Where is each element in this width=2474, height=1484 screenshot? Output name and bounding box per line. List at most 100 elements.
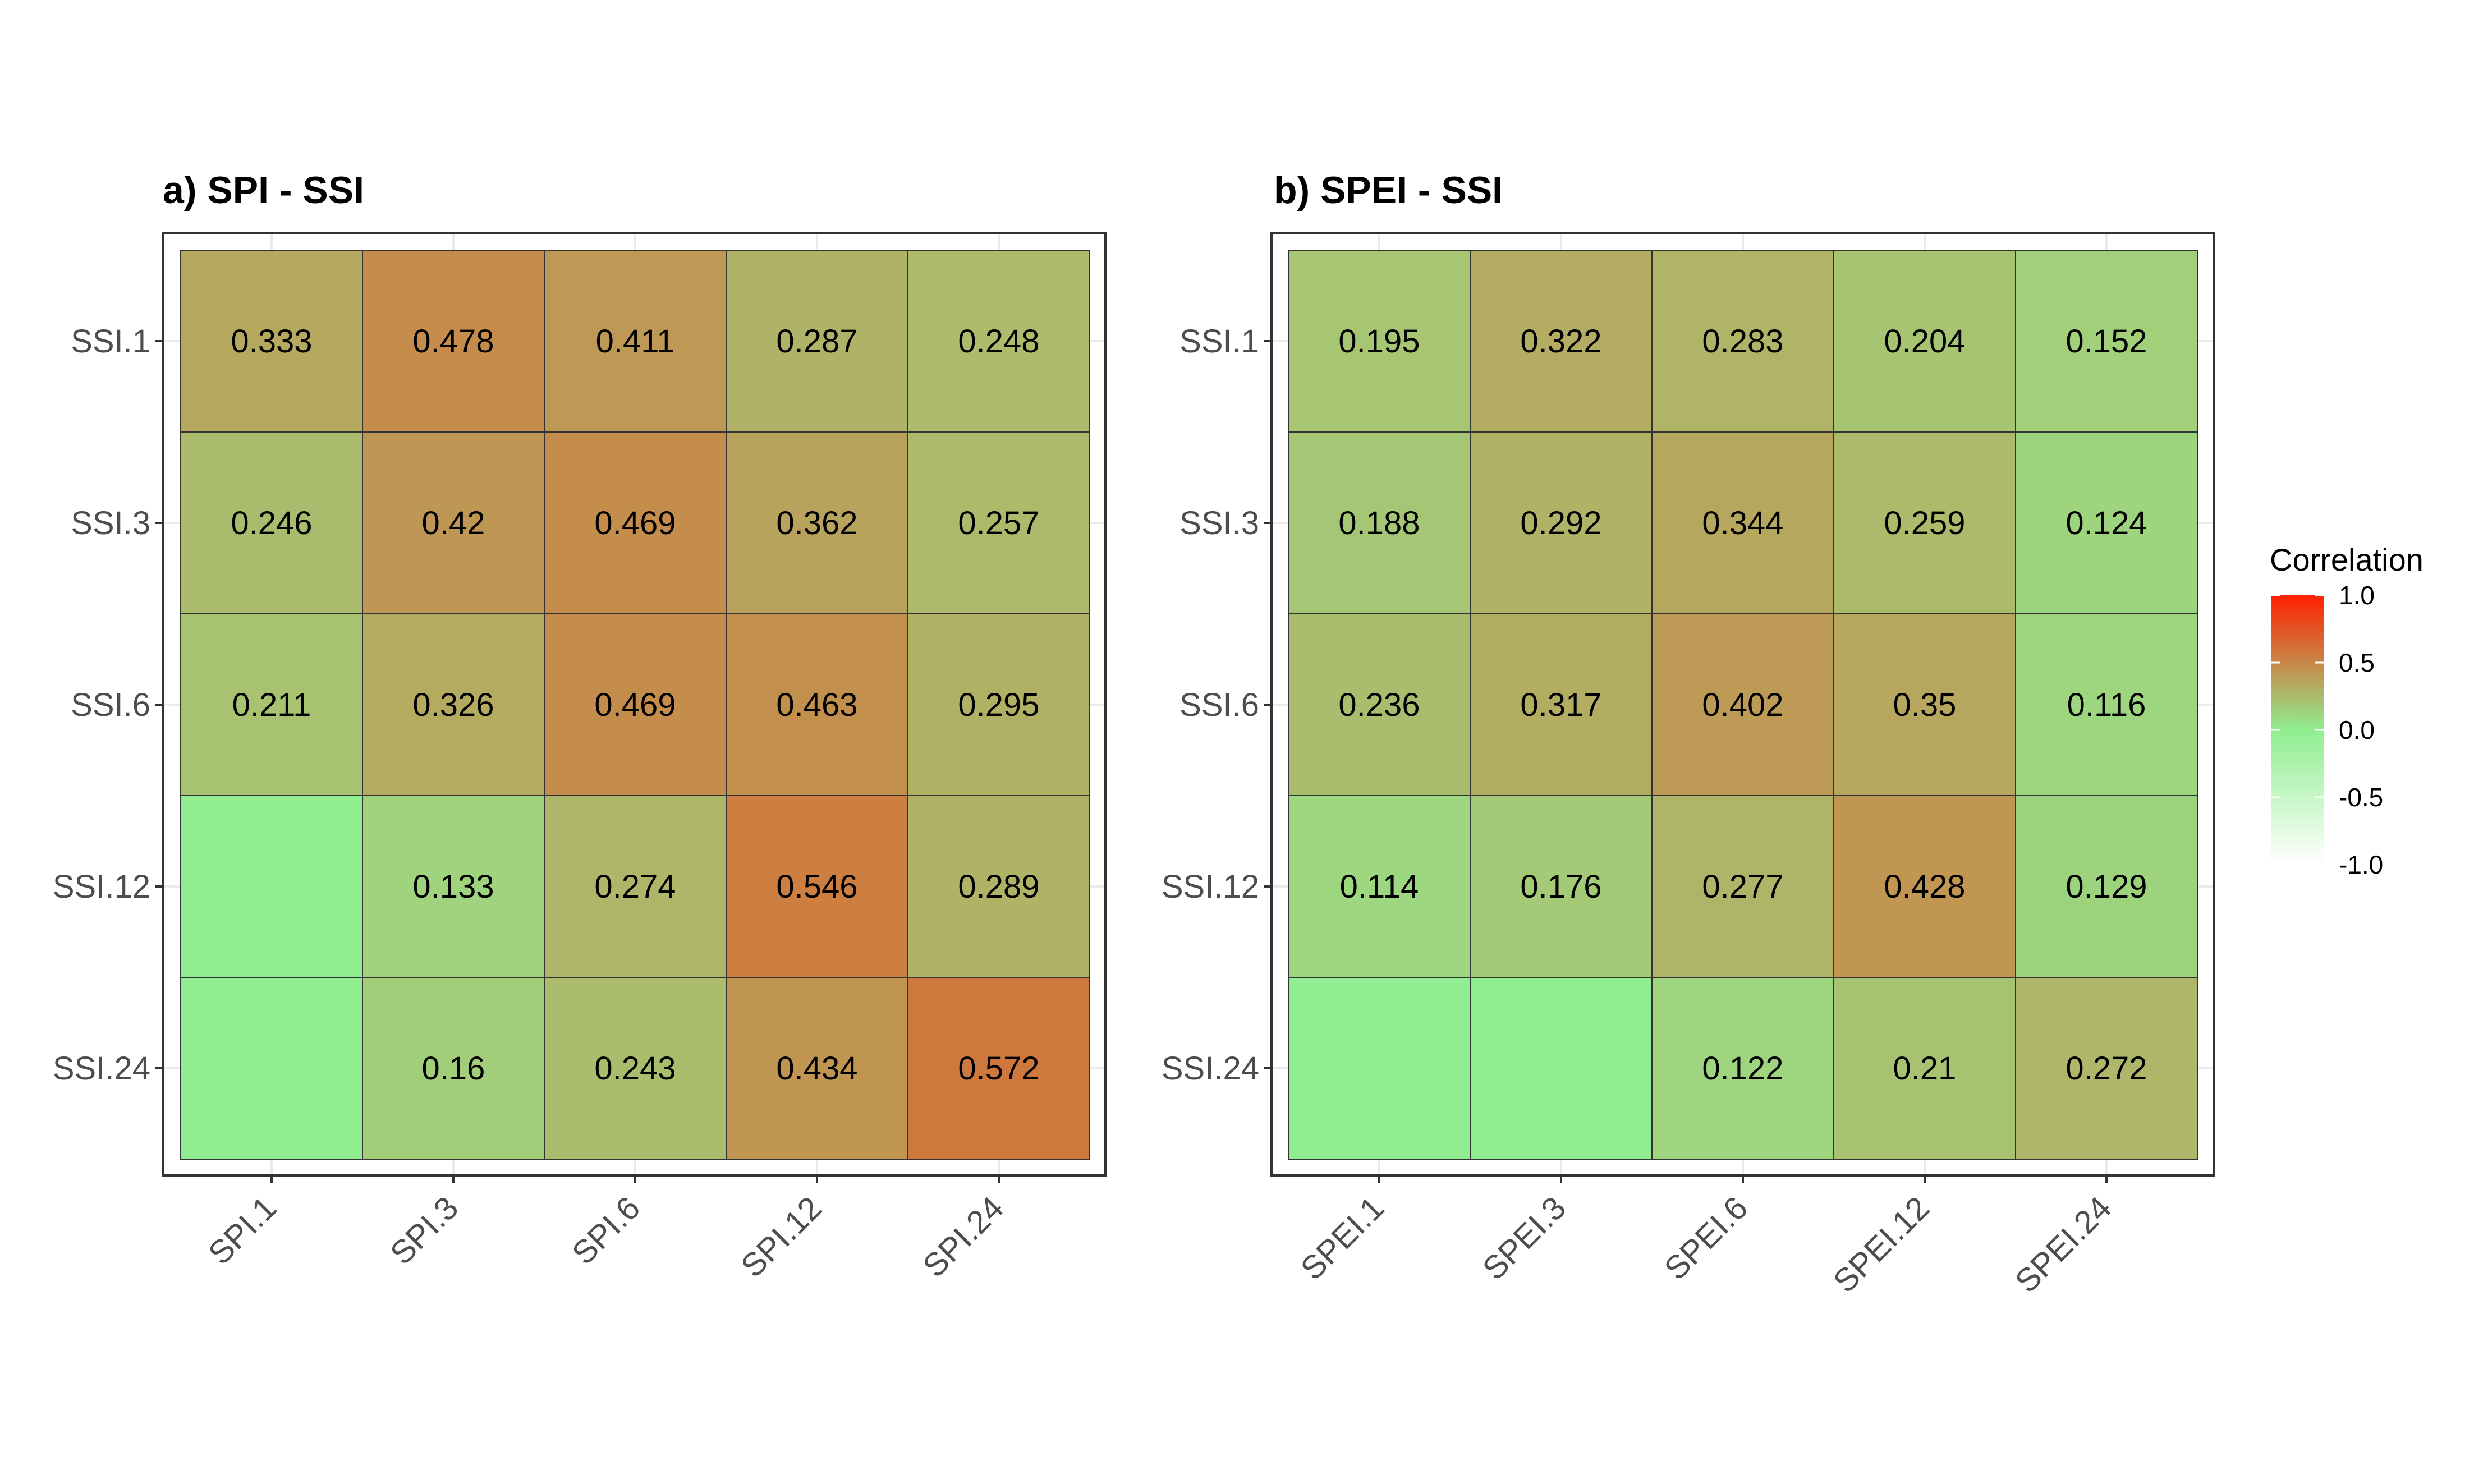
heatmap-tile	[180, 613, 363, 796]
heatmap-tile	[2015, 431, 2198, 614]
heatmap-tile	[1288, 795, 1471, 978]
tile-value-label: 0.434	[776, 1050, 857, 1087]
heatmap-tile	[362, 795, 545, 978]
heatmap-tile	[1288, 431, 1471, 614]
x-tick-label: SPEI.24	[2008, 1189, 2118, 1299]
heatmap-tile	[1833, 613, 2016, 796]
tile-value-label: 0.204	[1884, 323, 1965, 360]
heatmap-tile	[1288, 977, 1471, 1160]
tile-value-label: 0.322	[1520, 323, 1601, 360]
heatmap-tile	[2015, 977, 2198, 1160]
heatmap-tile	[726, 795, 908, 978]
y-tick-label: SSI.3	[1179, 505, 1259, 541]
tile-value-label: 0.277	[1702, 869, 1783, 905]
panel-b-tiles: 0.195 0.322 0.283 0.204 0.152 0.188 0.292 0.344…	[1288, 250, 2198, 1160]
heatmap-tile	[2015, 250, 2198, 433]
heatmap-tile	[362, 613, 545, 796]
panel-b-spei-ssi: b) SPEI - SSI 0.195 0.322 0.283 0.204 0.1520…	[1162, 169, 2215, 1300]
legend-tick-label: 0.0	[2339, 715, 2375, 745]
heatmap-tile	[544, 613, 727, 796]
heatmap-tile	[726, 250, 908, 433]
heatmap-tile	[1833, 250, 2016, 433]
panel-a-spi-ssi: a) SPI - SSI 0.333 0.478 0.411 0.287 0.2480.…	[53, 169, 1107, 1284]
panel-a-tiles: 0.333 0.478 0.411 0.287 0.248 0.246 0.42 0.469 0…	[180, 250, 1090, 1160]
panel-a-y-axis: SSI.1 SSI.3 SSI.6 SSI.12 SSI.24	[53, 323, 163, 1087]
y-tick-label: SSI.1	[1179, 323, 1259, 360]
legend-title: Correlation	[2270, 542, 2423, 577]
tile-value-label: 0.188	[1338, 505, 1420, 541]
tile-value-label: 0.333	[231, 323, 312, 360]
panel-b-x-axis: SPEI.1 SPEI.3 SPEI.6 SPEI.12 SPEI.24	[1294, 1175, 2118, 1300]
x-tick-label: SPI.6	[565, 1189, 647, 1271]
heatmap-tile	[1651, 795, 1834, 978]
y-tick-label: SSI.1	[71, 323, 150, 360]
heatmap-tile	[544, 977, 727, 1160]
heatmap-tile	[2015, 795, 2198, 978]
y-tick-label: SSI.24	[1162, 1050, 1259, 1087]
tile-value-label: 0.289	[958, 869, 1039, 905]
heatmap-tile	[180, 977, 363, 1160]
tile-value-label: 0.274	[594, 869, 676, 905]
heatmap-tile	[544, 431, 727, 614]
heatmap-tile	[362, 431, 545, 614]
tile-value-label: 0.283	[1702, 323, 1783, 360]
tile-value-label: 0.243	[594, 1050, 676, 1087]
tile-value-label: 0.295	[958, 687, 1039, 723]
panel-b-y-axis: SSI.1 SSI.3 SSI.6 SSI.12 SSI.24	[1162, 323, 1272, 1087]
legend-tick-label: -1.0	[2339, 850, 2383, 879]
heatmap-tile	[907, 250, 1090, 433]
y-tick-label: SSI.12	[1162, 869, 1259, 905]
tile-value-label: 0.116	[2067, 687, 2146, 723]
x-tick-label: SPEI.3	[1476, 1189, 1573, 1287]
tile-value-label: 0.133	[412, 869, 494, 905]
heatmap-tile	[726, 431, 908, 614]
tile-value-label: 0.292	[1520, 505, 1601, 541]
heatmap-tile	[180, 250, 363, 433]
tile-value-label: 0.122	[1702, 1050, 1783, 1087]
heatmap-tile	[726, 977, 908, 1160]
tile-value-label: 0.362	[776, 505, 857, 541]
y-tick-label: SSI.12	[53, 869, 150, 905]
tile-value-label: 0.317	[1520, 687, 1601, 723]
y-tick-label: SSI.6	[71, 687, 150, 723]
tile-value-label: 0.259	[1884, 505, 1965, 541]
tile-value-label: 0.35	[1893, 687, 1957, 723]
tile-value-label: 0.478	[412, 323, 494, 360]
tile-value-label: 0.236	[1338, 687, 1420, 723]
panel-a-x-axis: SPI.1 SPI.3 SPI.6 SPI.12 SPI.24	[201, 1175, 1011, 1284]
legend-tick-label: -0.5	[2339, 783, 2383, 812]
tile-value-label: 0.152	[2066, 323, 2147, 360]
heatmap-tile	[907, 977, 1090, 1160]
tile-value-label: 0.469	[594, 687, 676, 723]
x-tick-label: SPI.12	[734, 1189, 829, 1284]
heatmap-tile	[362, 977, 545, 1160]
tile-value-label: 0.129	[2066, 869, 2147, 905]
heatmap-tile	[1651, 431, 1834, 614]
heatmap-tile	[362, 250, 545, 433]
heatmap-tile	[1651, 977, 1834, 1160]
heatmap-tile	[180, 431, 363, 614]
tile-value-label: 0.344	[1702, 505, 1783, 541]
tile-value-label: 0.21	[1893, 1050, 1957, 1087]
tile-value-label: 0.211	[232, 687, 311, 723]
legend-tick-label: 0.5	[2339, 648, 2375, 677]
panel-b-title: b) SPEI - SSI	[1274, 169, 1503, 212]
tile-value-label: 0.402	[1702, 687, 1783, 723]
tile-value-label: 0.326	[412, 687, 494, 723]
tile-value-label: 0.572	[958, 1050, 1039, 1087]
tile-value-label: 0.272	[2066, 1050, 2147, 1087]
tile-value-label: 0.257	[958, 505, 1039, 541]
tile-value-label: 0.411	[596, 323, 675, 360]
y-tick-label: SSI.6	[1179, 687, 1259, 723]
x-tick-label: SPI.1	[201, 1189, 283, 1271]
tile-value-label: 0.124	[2066, 505, 2147, 541]
x-tick-label: SPEI.1	[1294, 1189, 1392, 1287]
legend-tick-label: 1.0	[2339, 581, 2375, 610]
tile-value-label: 0.42	[422, 505, 485, 541]
heatmap-tile	[1470, 977, 1653, 1160]
heatmap-tile	[907, 431, 1090, 614]
tile-value-label: 0.248	[958, 323, 1039, 360]
correlation-legend: Correlation 1.0 0.5 0.0 -0.5 -1.0	[2270, 542, 2423, 879]
x-tick-label: SPI.24	[916, 1189, 1011, 1284]
